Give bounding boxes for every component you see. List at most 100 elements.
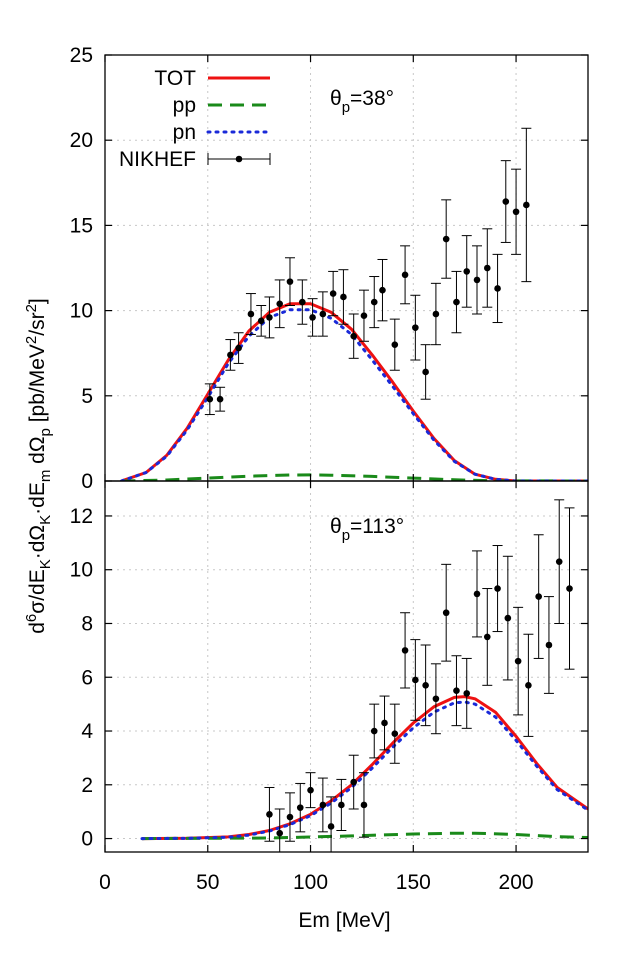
data-marker — [286, 278, 294, 285]
plot-frame — [104, 54, 589, 482]
data-marker — [453, 298, 460, 306]
data-marker — [525, 682, 532, 689]
data-marker — [473, 276, 481, 284]
data-marker — [502, 198, 510, 205]
x-tick-label: 0 — [99, 871, 111, 894]
data-point — [400, 245, 411, 305]
legend-label-pn: pn — [173, 121, 196, 144]
legend-label-tot: TOT — [154, 67, 196, 90]
annotation-theta: θ — [330, 87, 342, 110]
data-point — [328, 270, 339, 317]
data-point — [215, 386, 226, 412]
plot-frame — [104, 480, 589, 853]
y-tick-label: 0 — [81, 470, 93, 493]
data-point — [410, 639, 421, 721]
data-marker — [432, 310, 440, 318]
data-point — [348, 754, 359, 810]
data-marker — [494, 585, 501, 592]
data-point — [420, 344, 431, 400]
data-point — [204, 383, 215, 416]
y-tick-label: 2 — [81, 774, 93, 797]
data-point — [430, 282, 441, 346]
data-point — [472, 245, 483, 315]
data-marker — [463, 268, 471, 275]
data-marker — [494, 285, 501, 292]
data-marker — [309, 314, 316, 321]
y-tick-label: 15 — [70, 214, 93, 237]
data-marker — [235, 344, 242, 352]
data-point — [461, 235, 472, 308]
data-marker — [360, 801, 368, 809]
data-point — [500, 160, 511, 243]
legend-marker — [235, 155, 243, 163]
data-point — [513, 606, 524, 716]
data-point — [284, 792, 295, 842]
data-point — [472, 550, 483, 638]
data-marker — [276, 300, 284, 308]
data-marker — [296, 804, 304, 811]
data-point — [369, 703, 380, 759]
data-marker — [523, 201, 530, 209]
data-point — [317, 291, 328, 337]
data-point — [305, 772, 316, 809]
y-tick-label: 8 — [81, 612, 93, 635]
data-point — [482, 588, 493, 686]
data-point — [554, 499, 565, 624]
legend-label-pp: pp — [173, 94, 196, 117]
data-point — [225, 339, 236, 371]
x-tick-label: 150 — [396, 871, 431, 894]
legend: TOT pp pn NIKHEF — [119, 67, 272, 171]
data-point — [245, 293, 256, 335]
annotation-value: =113° — [350, 515, 404, 538]
data-point — [511, 168, 522, 255]
x-tick-label: 100 — [293, 871, 328, 894]
data-marker — [412, 676, 419, 684]
data-marker — [391, 341, 399, 348]
data-marker — [370, 727, 378, 735]
data-marker — [391, 730, 399, 738]
data-marker — [504, 614, 512, 622]
data-point — [461, 657, 472, 729]
data-marker — [422, 368, 429, 376]
data-point — [284, 257, 295, 306]
data-marker — [463, 690, 471, 697]
data-point — [451, 655, 462, 727]
data-point — [441, 563, 452, 662]
series-line-pn — [119, 308, 588, 481]
data-marker — [227, 351, 234, 359]
data-point — [264, 296, 275, 339]
angle-annotation: θp=113° — [330, 515, 404, 544]
data-point — [521, 127, 532, 283]
series-line-pn — [140, 700, 588, 841]
data-marker — [512, 208, 520, 216]
plot-area — [140, 499, 588, 852]
data-point — [420, 644, 431, 727]
data-marker — [432, 695, 440, 703]
data-marker — [319, 310, 327, 318]
data-point — [326, 796, 337, 852]
data-marker — [329, 290, 337, 297]
data-point — [492, 253, 503, 324]
data-marker — [442, 235, 450, 243]
bottom-panel: 0 2 4 6 8 10 12 0 50 100 150 200 Em [MeV] θp=113° — [70, 480, 589, 932]
data-point — [389, 703, 400, 764]
plot-area — [119, 127, 588, 481]
x-tick-label: 50 — [196, 871, 219, 894]
data-point — [336, 778, 347, 831]
data-marker — [483, 633, 491, 641]
data-marker — [514, 657, 522, 665]
data-marker — [247, 310, 255, 318]
data-marker — [216, 395, 224, 403]
data-point — [295, 782, 306, 833]
data-point — [256, 304, 267, 337]
data-marker — [442, 609, 450, 617]
data-marker — [266, 811, 273, 818]
data-marker — [350, 778, 357, 786]
annotation-value: =38° — [350, 87, 394, 110]
data-marker — [206, 395, 214, 403]
data-point — [533, 534, 544, 659]
annotation-subscript: p — [342, 527, 350, 544]
data-point — [264, 786, 275, 842]
data-marker — [360, 312, 368, 320]
data-point — [389, 318, 400, 371]
